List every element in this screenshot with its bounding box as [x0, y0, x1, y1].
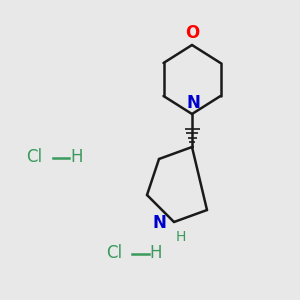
Text: Cl: Cl — [26, 148, 43, 166]
Text: O: O — [185, 24, 199, 42]
Text: H: H — [70, 148, 83, 166]
Text: N: N — [187, 94, 200, 112]
Text: H: H — [150, 244, 162, 262]
Text: H: H — [176, 230, 186, 244]
Text: Cl: Cl — [106, 244, 122, 262]
Text: N: N — [153, 214, 166, 232]
